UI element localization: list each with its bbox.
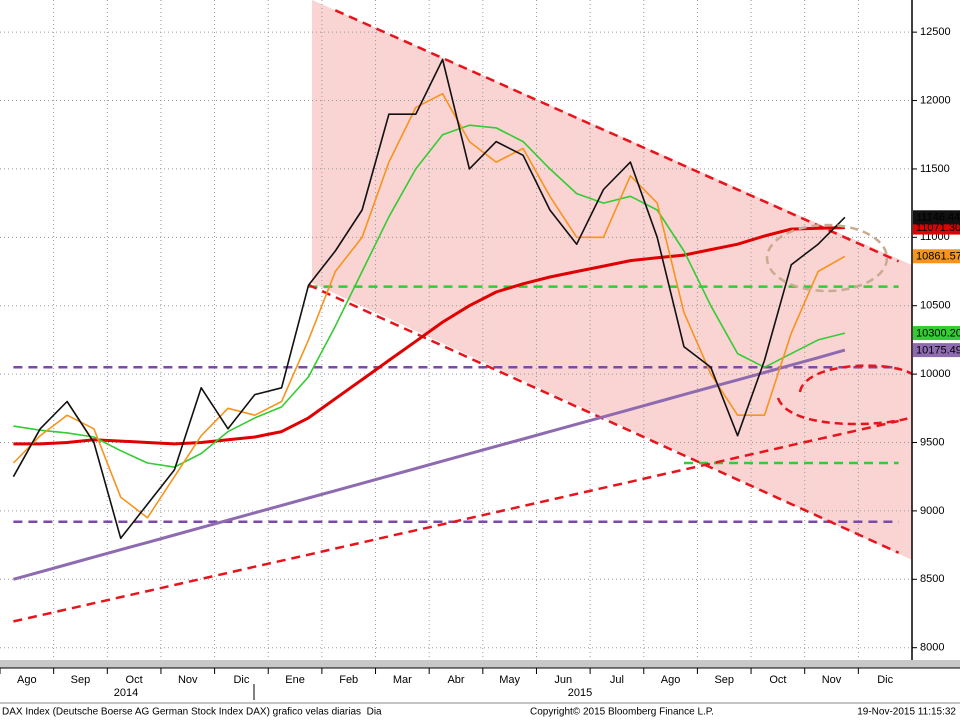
trend-line xyxy=(13,419,899,623)
x-axis-strip xyxy=(0,660,960,668)
x-tick-label: Nov xyxy=(178,674,198,686)
series-line xyxy=(13,226,845,446)
footer-source: DAX Index (Deutsche Boerse AG German Sto… xyxy=(2,707,382,718)
series-lines xyxy=(12,9,900,623)
series-line xyxy=(13,348,846,581)
y-tick-label: 12500 xyxy=(920,26,951,38)
x-tick-label: Sep xyxy=(71,674,91,686)
value-label-box xyxy=(913,343,960,358)
value-label: 11146.44 xyxy=(916,212,960,224)
x-tick-label: May xyxy=(499,674,520,686)
x-tick-label: Oct xyxy=(126,674,143,686)
value-label: 11071.30 xyxy=(916,222,960,234)
grid xyxy=(0,0,912,660)
x-tick-label: Dic xyxy=(877,674,893,686)
x-tick-label: Ago xyxy=(661,674,681,686)
y-tick-label: 10500 xyxy=(920,300,951,312)
series-line xyxy=(12,58,846,540)
labels: 8000850090009500100001050011000115001200… xyxy=(0,26,960,686)
x-tick-label: Sep xyxy=(714,674,734,686)
x-tick-label: Abr xyxy=(447,674,464,686)
highlight-ellipse xyxy=(765,223,889,293)
year-label: 2014 xyxy=(114,687,138,699)
x-tick-label: Ene xyxy=(285,674,305,686)
x-tick-label: Feb xyxy=(339,674,358,686)
value-label-box xyxy=(913,210,960,225)
x-tick-label: Nov xyxy=(822,674,842,686)
value-label: 10861.57 xyxy=(916,251,960,263)
y-tick-label: 10000 xyxy=(920,368,951,380)
arc-annotation xyxy=(776,364,913,426)
y-tick-label: 8500 xyxy=(920,573,944,585)
footer-timestamp: 19-Nov-2015 11:15:32 xyxy=(857,707,956,718)
value-label: 10175.49 xyxy=(916,345,960,357)
x-tick-label: Jul xyxy=(610,674,624,686)
y-tick-label: 9000 xyxy=(920,505,944,517)
value-label: 10300.20 xyxy=(916,327,960,339)
x-tick-label: Ago xyxy=(17,674,37,686)
trend-line xyxy=(334,9,900,263)
y-tick-label: 9500 xyxy=(920,436,944,448)
value-label-box xyxy=(913,326,960,341)
x-tick-label: Dic xyxy=(233,674,249,686)
y-tick-label: 12000 xyxy=(920,94,951,106)
value-label-box xyxy=(913,249,960,264)
x-tick-label: Mar xyxy=(393,674,412,686)
series-line xyxy=(13,124,846,468)
trend-line xyxy=(307,283,900,554)
y-tick-label: 8000 xyxy=(920,642,944,654)
x-tick-label: Oct xyxy=(769,674,786,686)
x-tick-label: Jun xyxy=(554,674,572,686)
year-label: 2015 xyxy=(568,687,592,699)
y-tick-label: 11500 xyxy=(920,163,950,175)
footer-copyright: Copyright© 2015 Bloomberg Finance L.P. xyxy=(530,707,714,718)
